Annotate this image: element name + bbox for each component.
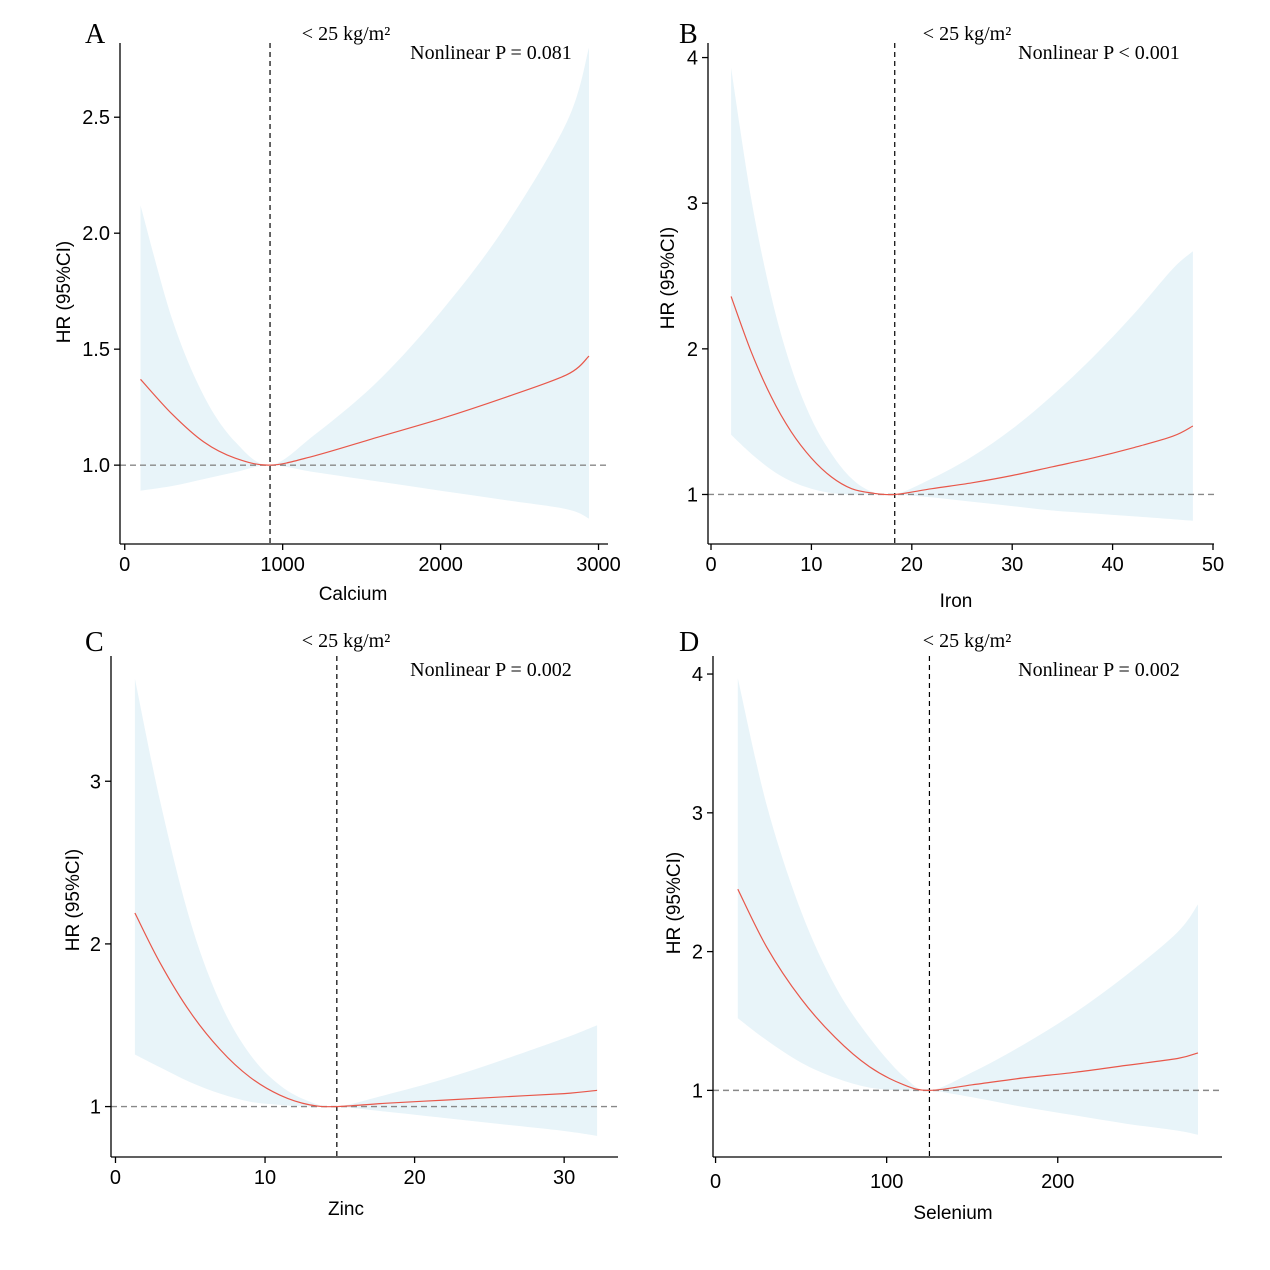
y-tick-label: 4 — [687, 48, 698, 70]
x-axis-title: Selenium — [913, 1203, 992, 1224]
panel-letter: B — [679, 19, 698, 50]
x-tick-label: 30 — [553, 1167, 575, 1189]
ci-band — [737, 678, 1198, 1135]
panel-c: 0 10 20 30 1 2 3 C < 25 kg/m² Nonlinear P = 0.002… — [63, 627, 618, 1220]
x-tick-label: 50 — [1202, 554, 1224, 576]
y-tick-label: 1.5 — [82, 339, 110, 361]
panel-b: 0 10 20 30 40 50 1 2 3 4B < 25 kg/m² Nonlinear P < … — [658, 19, 1224, 612]
x-tick-label: 2000 — [418, 554, 463, 576]
x-tick-label: 0 — [119, 554, 130, 576]
y-tick-label: 3 — [90, 771, 101, 793]
y-axis-title: HR (95%CI) — [664, 852, 685, 954]
nonlinear-p-annotation: Nonlinear P = 0.002 — [1018, 659, 1180, 681]
y-tick-label: 3 — [692, 803, 703, 825]
y-tick-label: 1.0 — [82, 455, 110, 477]
y-axis-title: HR (95%CI) — [54, 241, 75, 343]
panel-subtitle: < 25 kg/m² — [302, 630, 390, 652]
nonlinear-p-annotation: Nonlinear P < 0.001 — [1018, 42, 1180, 64]
nonlinear-p-annotation: Nonlinear P = 0.002 — [410, 659, 572, 681]
hr-curve — [730, 296, 1194, 496]
panel-subtitle: < 25 kg/m² — [923, 630, 1011, 652]
panel-d: 0 100 200 1 2 3 4 D < 25 kg/m² Nonlinear P = 0.00… — [664, 627, 1222, 1224]
y-tick-label: 2.0 — [82, 223, 110, 245]
y-tick-label: 4 — [692, 664, 703, 686]
nonlinear-p-annotation: Nonlinear P = 0.081 — [410, 42, 572, 64]
y-tick-label: 1 — [90, 1097, 101, 1119]
x-tick-label: 20 — [901, 554, 923, 576]
y-tick-label: 3 — [687, 193, 698, 215]
y-tick-label: 1 — [692, 1080, 703, 1102]
y-tick-label: 2.5 — [82, 107, 110, 129]
x-tick-label: 200 — [1041, 1171, 1074, 1193]
y-axis-title: HR (95%CI) — [63, 849, 84, 951]
x-tick-label: 20 — [403, 1167, 425, 1189]
x-tick-label: 40 — [1101, 554, 1123, 576]
panel-letter: A — [85, 19, 106, 50]
x-axis-title: Calcium — [319, 584, 388, 605]
x-axis-title: Iron — [940, 591, 973, 612]
hr-curve — [134, 912, 598, 1108]
x-tick-label: 1000 — [260, 554, 305, 576]
ci-band — [731, 67, 1193, 521]
panel-letter: C — [85, 627, 104, 658]
x-tick-label: 0 — [110, 1167, 121, 1189]
y-axis-title: HR (95%CI) — [658, 227, 679, 329]
x-tick-label: 3000 — [576, 554, 621, 576]
x-tick-label: 10 — [254, 1167, 276, 1189]
x-tick-label: 0 — [710, 1171, 721, 1193]
hr-curve — [140, 355, 590, 466]
panel-a: 0 1000 2000 3000 1.0 1.5 2.0 2.5 A < 25 kg/m² Nonl… — [54, 19, 621, 605]
y-tick-label: 1 — [687, 484, 698, 506]
panel-letter: D — [679, 627, 699, 658]
x-axis-title: Zinc — [328, 1199, 364, 1220]
hr-curve — [737, 888, 1199, 1092]
x-tick-label: 0 — [705, 554, 716, 576]
ci-band — [140, 47, 589, 519]
panel-subtitle: < 25 kg/m² — [302, 23, 390, 45]
x-tick-label: 10 — [800, 554, 822, 576]
panel-subtitle: < 25 kg/m² — [923, 23, 1011, 45]
x-tick-label: 30 — [1001, 554, 1023, 576]
y-tick-label: 2 — [90, 934, 101, 956]
y-tick-label: 2 — [687, 339, 698, 361]
ci-band — [134, 678, 598, 1136]
x-tick-label: 100 — [870, 1171, 903, 1193]
y-tick-label: 2 — [692, 942, 703, 964]
